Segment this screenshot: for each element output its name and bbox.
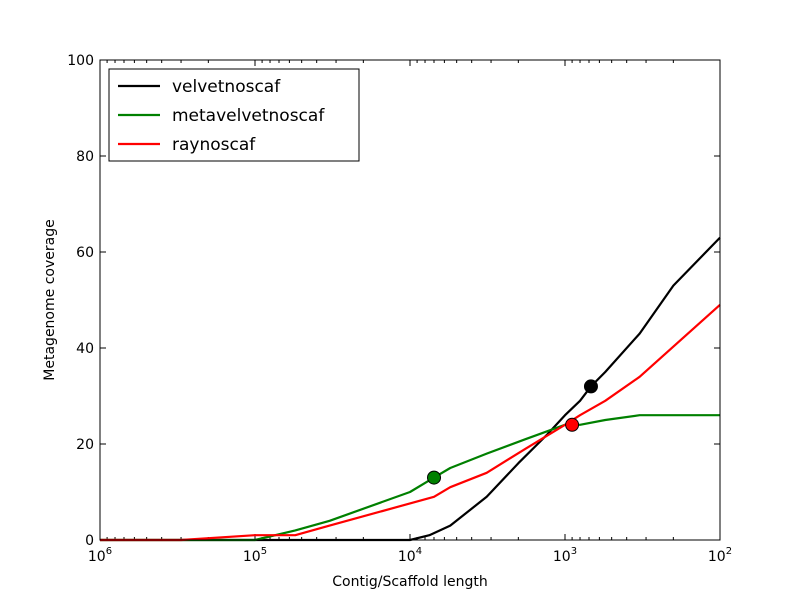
legend-label-raynoscaf: raynoscaf bbox=[172, 135, 256, 155]
x-tick-exponent: 3 bbox=[571, 546, 577, 557]
x-axis-label: Contig/Scaffold length bbox=[332, 574, 487, 590]
legend-label-velvetnoscaf: velvetnoscaf bbox=[172, 77, 281, 97]
y-tick-label: 100 bbox=[67, 53, 94, 69]
x-tick-base: 10 bbox=[553, 549, 571, 565]
y-tick-label: 40 bbox=[76, 341, 94, 357]
x-tick-base: 10 bbox=[398, 549, 416, 565]
series-line-metavelvetnoscaf bbox=[100, 414, 720, 542]
series-marker-metavelvetnoscaf bbox=[427, 470, 442, 485]
x-tick-label: 106 bbox=[88, 546, 112, 565]
x-tick-base: 10 bbox=[708, 549, 726, 565]
x-tick-label: 104 bbox=[398, 546, 422, 565]
series-lines bbox=[100, 236, 721, 542]
series-marker-raynoscaf bbox=[565, 417, 580, 432]
legend-label-metavelvetnoscaf: metavelvetnoscaf bbox=[172, 106, 325, 126]
plot-frame bbox=[99, 59, 721, 541]
series-marker-velvetnoscaf bbox=[583, 379, 598, 394]
x-tick-label: 102 bbox=[708, 546, 732, 565]
legend: velvetnoscaf metavelvetnoscaf raynoscaf bbox=[108, 68, 360, 162]
x-tick-exponent: 5 bbox=[261, 546, 267, 557]
x-tick-labels: 106 105 104 103 102 bbox=[88, 546, 732, 565]
y-tick-label: 60 bbox=[76, 245, 94, 261]
y-tick-label: 20 bbox=[76, 437, 94, 453]
x-tick-exponent: 4 bbox=[416, 546, 422, 557]
series-line-raynoscaf bbox=[100, 303, 721, 542]
y-tick-labels: 0 20 40 60 80 100 bbox=[67, 53, 94, 549]
series-line-velvetnoscaf bbox=[100, 236, 721, 542]
x-tick-exponent: 2 bbox=[726, 546, 732, 557]
x-tick-base: 10 bbox=[88, 549, 106, 565]
y-axis-label: Metagenome coverage bbox=[42, 219, 58, 380]
y-tick-label: 80 bbox=[76, 149, 94, 165]
x-tick-base: 10 bbox=[243, 549, 261, 565]
x-tick-exponent: 6 bbox=[106, 546, 112, 557]
series-markers bbox=[427, 379, 598, 485]
x-tick-label: 103 bbox=[553, 546, 577, 565]
x-tick-label: 105 bbox=[243, 546, 267, 565]
y-tick-label: 0 bbox=[85, 533, 94, 549]
